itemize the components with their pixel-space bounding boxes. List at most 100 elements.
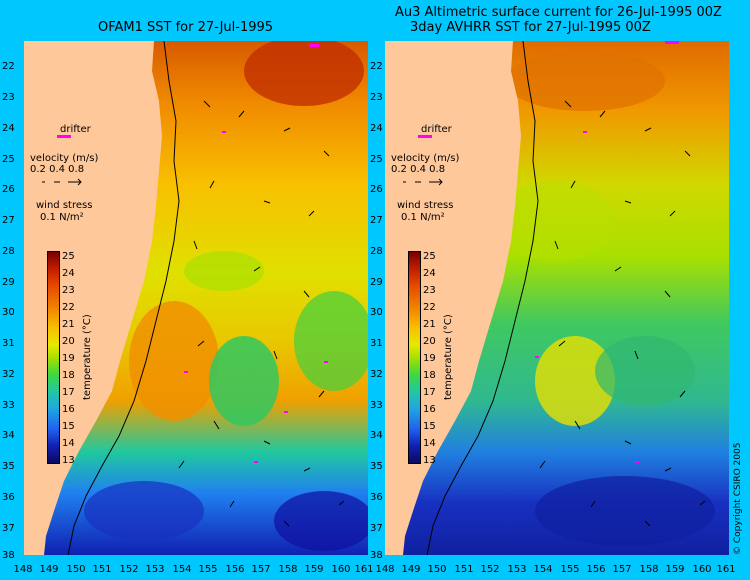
- colorbar-tick: 19: [62, 353, 75, 364]
- ofam-sst-map-image: [24, 41, 368, 555]
- lat-label: 37: [370, 523, 383, 534]
- lat-label: 30: [370, 307, 383, 318]
- colorbar-tick: 20: [423, 336, 436, 347]
- lon-label: 160: [692, 564, 712, 575]
- lon-label: 160: [331, 564, 351, 575]
- lat-label: 30: [2, 307, 15, 318]
- colorbar-tick: 25: [423, 251, 436, 262]
- left-panel-title: OFAM1 SST for 27-Jul-1995: [98, 20, 274, 35]
- colorbar-tick: 17: [62, 387, 75, 398]
- lat-label: 35: [2, 461, 15, 472]
- lon-label: 152: [119, 564, 139, 575]
- drifter-marker-icon: [57, 135, 71, 138]
- colorbar-tick: 23: [62, 285, 75, 296]
- colorbar-tick: 22: [423, 302, 436, 313]
- velocity-legend-title: velocity (m/s): [30, 153, 99, 164]
- ofam-sst-map: [24, 41, 368, 555]
- lat-label: 25: [370, 154, 383, 165]
- lat-label: 38: [2, 550, 15, 561]
- colorbar-axis-label: temperature (°C): [443, 314, 454, 400]
- lon-label: 149: [39, 564, 59, 575]
- avhrr-sst-map: [385, 41, 729, 555]
- lon-label: 148: [375, 564, 395, 575]
- lat-label: 24: [2, 123, 15, 134]
- lat-label: 38: [370, 550, 383, 561]
- right-panel-title-line1: Au3 Altimetric surface current for 26-Ju…: [395, 5, 722, 20]
- lon-label: 154: [172, 564, 192, 575]
- lat-label: 36: [2, 492, 15, 503]
- lat-label: 35: [370, 461, 383, 472]
- colorbar-tick: 18: [62, 370, 75, 381]
- lon-label: 152: [480, 564, 500, 575]
- temperature-colorbar: [47, 251, 60, 464]
- lat-label: 26: [2, 184, 15, 195]
- colorbar-tick: 13: [62, 455, 75, 466]
- colorbar-tick: 22: [62, 302, 75, 313]
- drifter-marker-icon: [418, 135, 432, 138]
- lon-label: 153: [507, 564, 527, 575]
- colorbar-tick: 25: [62, 251, 75, 262]
- lat-label: 37: [2, 523, 15, 534]
- lat-label: 22: [2, 61, 15, 72]
- colorbar-tick: 15: [62, 421, 75, 432]
- colorbar-tick: 21: [62, 319, 75, 330]
- wind-stress-legend-title: wind stress: [36, 200, 93, 211]
- lat-label: 31: [2, 338, 15, 349]
- colorbar-tick: 24: [423, 268, 436, 279]
- wind-stress-legend-value: 0.1 N/m²: [40, 212, 84, 223]
- wind-stress-legend-title: wind stress: [397, 200, 454, 211]
- lat-label: 24: [370, 123, 383, 134]
- colorbar-axis-label: temperature (°C): [82, 314, 93, 400]
- lon-label: 156: [586, 564, 606, 575]
- lon-label: 158: [639, 564, 659, 575]
- colorbar-tick: 14: [423, 438, 436, 449]
- colorbar-tick: 20: [62, 336, 75, 347]
- lon-label: 161: [716, 564, 736, 575]
- lon-label: 155: [198, 564, 218, 575]
- lat-label: 29: [370, 277, 383, 288]
- lat-label: 23: [2, 92, 15, 103]
- colorbar-tick: 14: [62, 438, 75, 449]
- lat-label: 28: [2, 246, 15, 257]
- wind-stress-legend-value: 0.1 N/m²: [401, 212, 445, 223]
- lat-label: 36: [370, 492, 383, 503]
- colorbar-tick: 17: [423, 387, 436, 398]
- avhrr-sst-map-image: [385, 41, 729, 555]
- lon-label: 150: [427, 564, 447, 575]
- lat-label: 32: [2, 369, 15, 380]
- lon-label: 149: [401, 564, 421, 575]
- velocity-scale-arrows-icon: [403, 178, 443, 186]
- lat-label: 31: [370, 338, 383, 349]
- lon-label: 159: [665, 564, 685, 575]
- lat-label: 27: [370, 215, 383, 226]
- lon-label: 161: [354, 564, 374, 575]
- colorbar-tick: 16: [423, 404, 436, 415]
- lat-label: 33: [2, 400, 15, 411]
- lon-label: 154: [533, 564, 553, 575]
- velocity-legend-title: velocity (m/s): [391, 153, 460, 164]
- lon-label: 153: [145, 564, 165, 575]
- drifter-label: drifter: [60, 124, 91, 135]
- lon-label: 159: [304, 564, 324, 575]
- lon-label: 151: [92, 564, 112, 575]
- lon-label: 157: [612, 564, 632, 575]
- lat-label: 22: [370, 61, 383, 72]
- right-panel-title-line2: 3day AVHRR SST for 27-Jul-1995 00Z: [410, 20, 651, 35]
- lat-label: 23: [370, 92, 383, 103]
- lat-label: 28: [370, 246, 383, 257]
- lon-label: 148: [13, 564, 33, 575]
- lon-label: 158: [278, 564, 298, 575]
- velocity-scale-arrows-icon: [42, 178, 82, 186]
- colorbar-tick: 13: [423, 455, 436, 466]
- lat-label: 26: [370, 184, 383, 195]
- velocity-legend-values: 0.2 0.4 0.8: [30, 164, 85, 175]
- lat-label: 25: [2, 154, 15, 165]
- lat-label: 34: [370, 430, 383, 441]
- colorbar-tick: 19: [423, 353, 436, 364]
- temperature-colorbar: [408, 251, 421, 464]
- lat-label: 32: [370, 369, 383, 380]
- colorbar-tick: 18: [423, 370, 436, 381]
- colorbar-tick: 24: [62, 268, 75, 279]
- lat-label: 29: [2, 277, 15, 288]
- lon-label: 150: [66, 564, 86, 575]
